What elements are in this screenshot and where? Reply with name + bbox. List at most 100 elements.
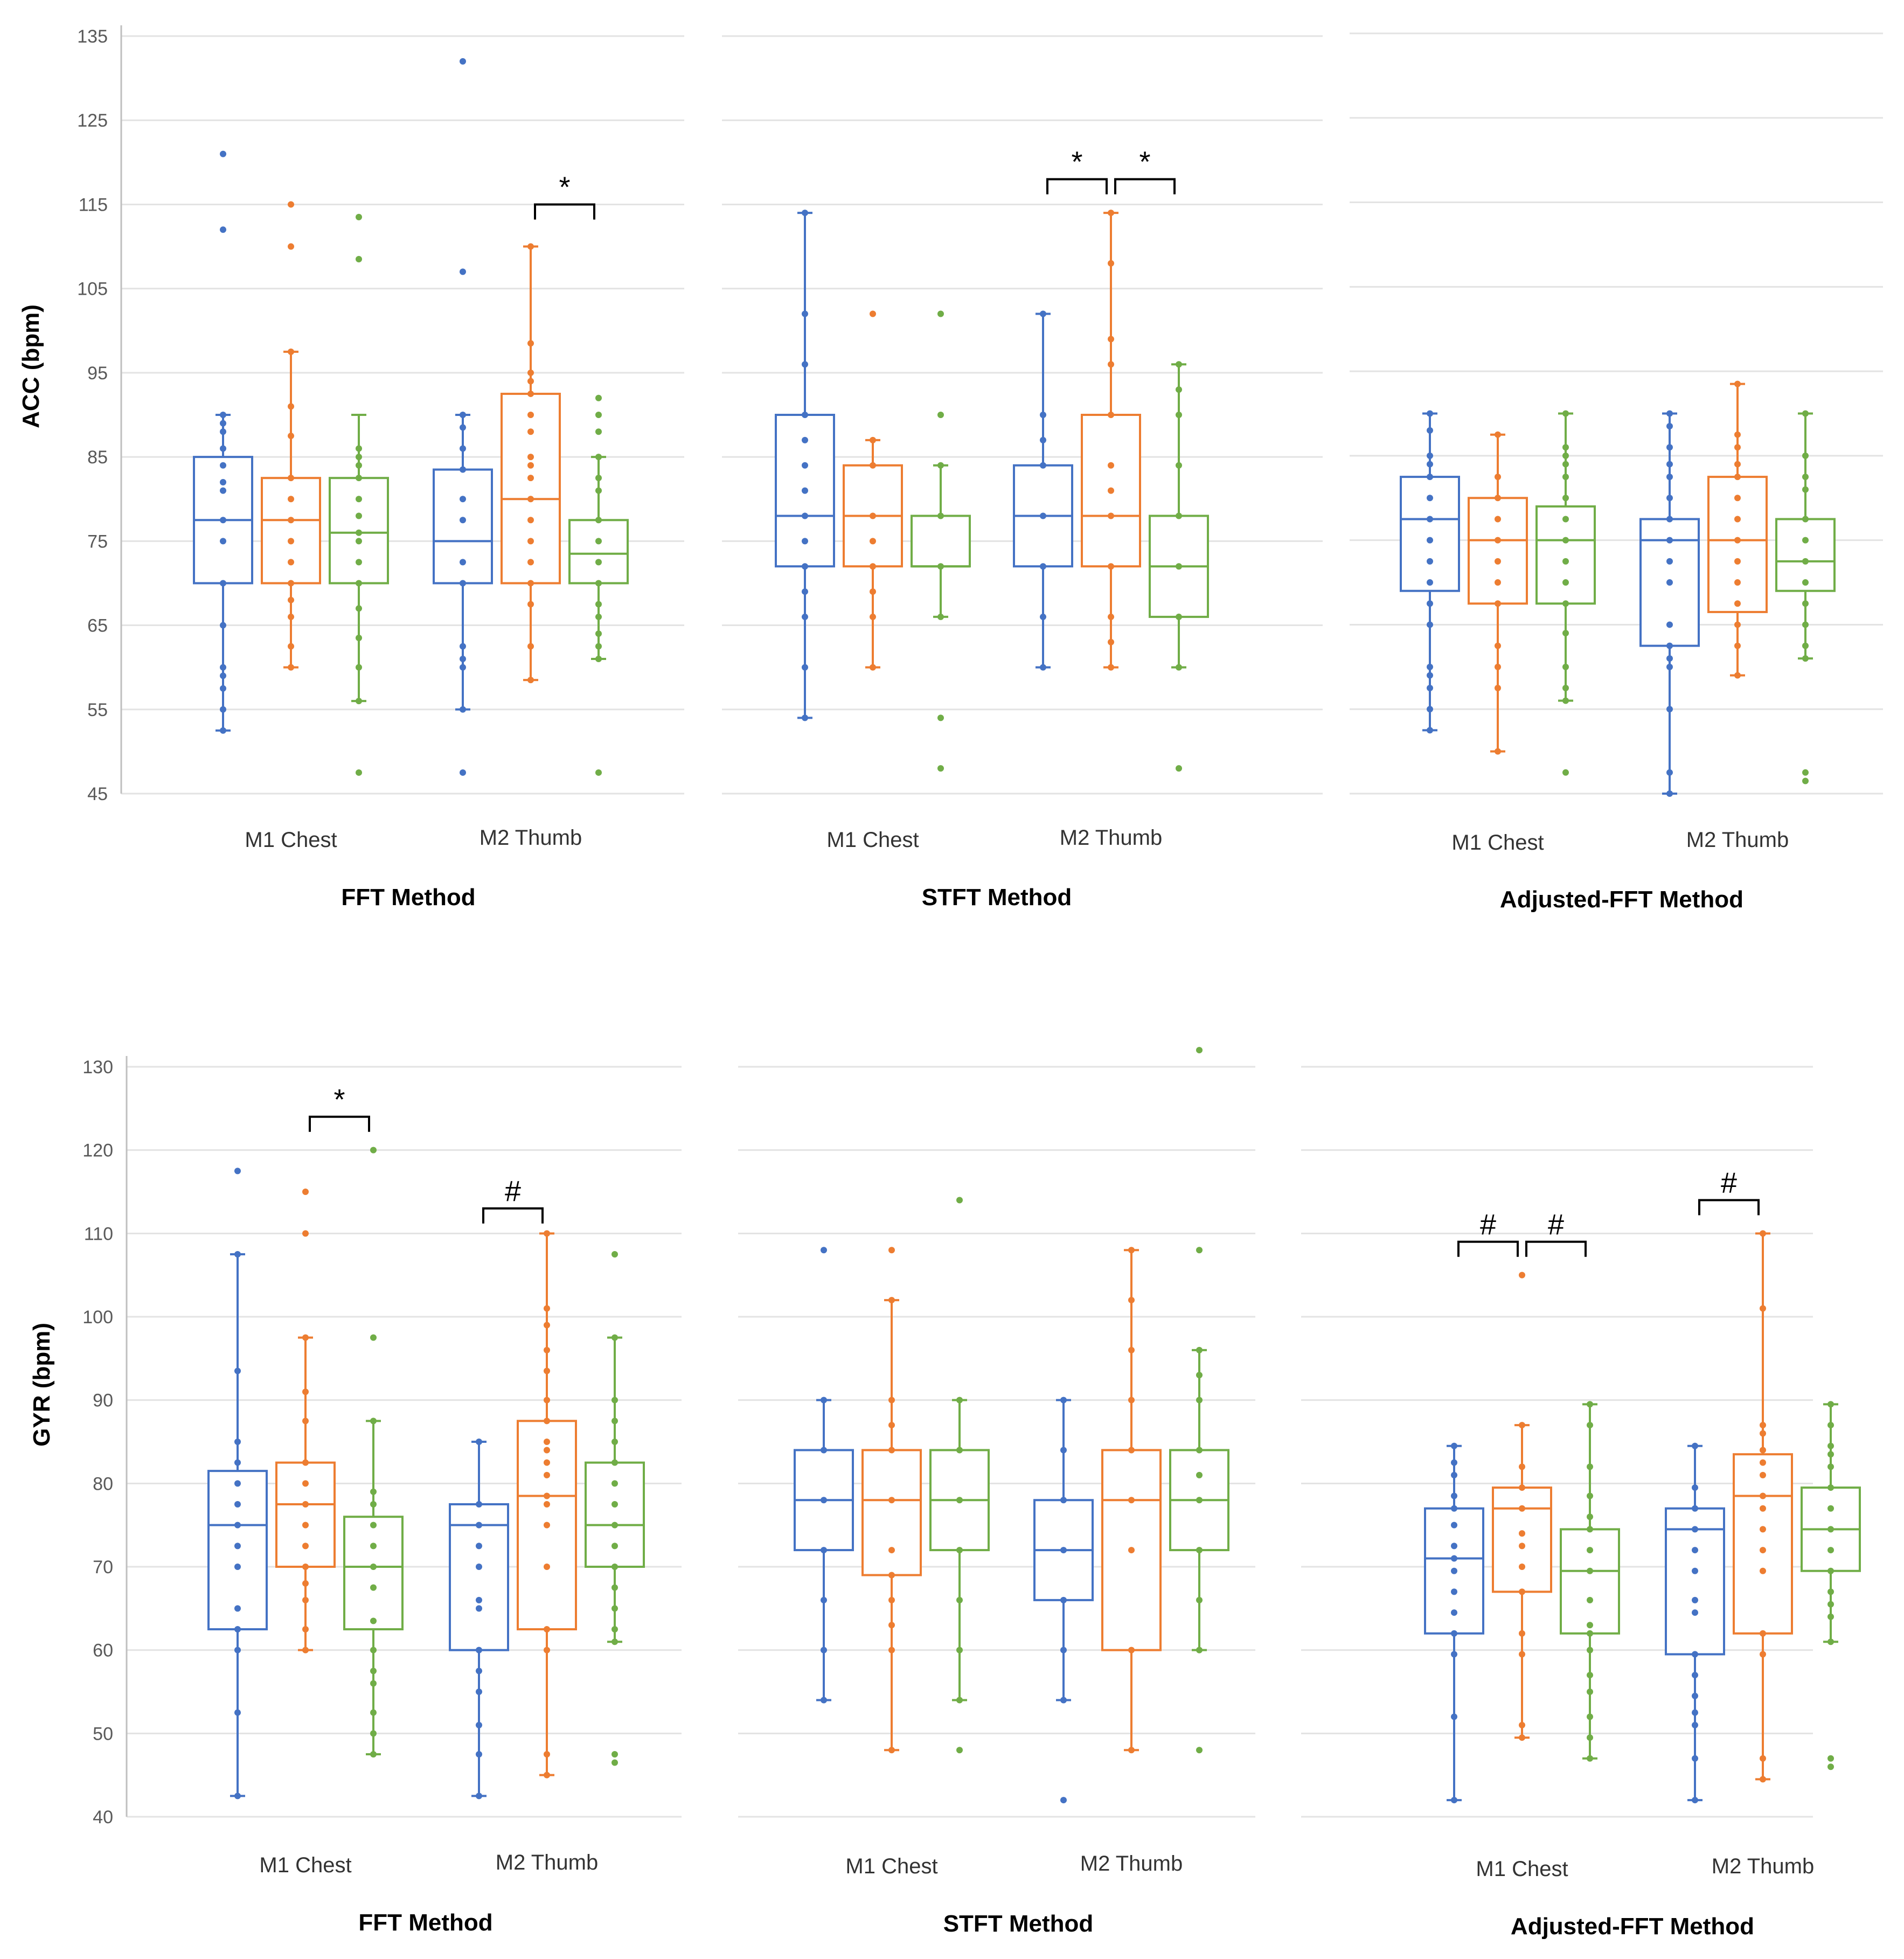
data-point: [476, 1564, 482, 1570]
data-point: [1666, 642, 1673, 649]
data-point: [1427, 579, 1433, 586]
data-point: [234, 1501, 241, 1508]
data-point: [870, 613, 876, 620]
outlier-point: [288, 243, 294, 250]
data-point: [1760, 1430, 1766, 1437]
data-point: [1427, 727, 1433, 734]
data-point: [1451, 1522, 1457, 1529]
data-point: [1587, 1755, 1593, 1762]
data-point: [1587, 1513, 1593, 1520]
data-point: [220, 428, 226, 435]
data-point: [1519, 1530, 1525, 1537]
data-point: [1519, 1422, 1525, 1429]
data-point: [1040, 512, 1046, 519]
data-point: [1108, 361, 1114, 368]
data-point: [1692, 1547, 1698, 1554]
data-point: [1451, 1492, 1457, 1499]
data-point: [460, 559, 466, 566]
data-point: [956, 1697, 963, 1704]
data-point: [1802, 537, 1809, 544]
data-point: [302, 1564, 309, 1570]
data-point: [544, 1501, 550, 1508]
data-point: [595, 454, 602, 461]
data-point: [1562, 685, 1569, 692]
data-point: [1196, 1372, 1203, 1379]
data-point: [888, 1447, 895, 1454]
data-point: [220, 478, 226, 485]
data-point: [1060, 1547, 1067, 1554]
data-point: [595, 428, 602, 435]
data-point: [370, 1488, 377, 1495]
data-point: [1666, 461, 1673, 468]
method-title: STFT Method: [943, 1911, 1094, 1937]
data-point: [1108, 260, 1114, 267]
data-point: [1060, 1497, 1067, 1504]
data-point: [544, 1397, 550, 1404]
data-point: [356, 496, 362, 503]
box: [343, 1516, 404, 1630]
data-point: [1587, 1672, 1593, 1679]
box: [1775, 518, 1836, 592]
data-point: [611, 1626, 618, 1632]
data-point: [544, 1522, 550, 1529]
data-point: [1495, 642, 1501, 649]
data-point: [460, 706, 466, 713]
data-point: [1734, 600, 1741, 607]
data-point: [595, 538, 602, 545]
data-point: [302, 1522, 309, 1529]
data-point: [1060, 1447, 1067, 1454]
data-point: [1176, 462, 1182, 469]
data-point: [802, 361, 808, 368]
data-point: [1760, 1567, 1766, 1574]
data-point: [870, 436, 876, 443]
data-point: [1587, 1463, 1593, 1470]
data-point: [302, 1647, 309, 1654]
data-point: [870, 462, 876, 469]
category-label: M2 Thumb: [496, 1851, 598, 1874]
data-point: [1562, 516, 1569, 523]
data-point: [1427, 672, 1433, 679]
significance-bracket: [1114, 178, 1176, 194]
data-point: [220, 706, 226, 713]
outlier-point: [937, 714, 944, 721]
data-point: [476, 1439, 482, 1445]
data-point: [544, 1367, 550, 1374]
data-point: [1760, 1651, 1766, 1658]
data-point: [1562, 410, 1569, 417]
data-point: [611, 1418, 618, 1425]
data-point: [1427, 452, 1433, 459]
data-point: [1519, 1505, 1525, 1512]
data-point: [802, 210, 808, 217]
data-point: [234, 1480, 241, 1487]
data-point: [1802, 474, 1809, 481]
data-point: [460, 517, 466, 524]
data-point: [1427, 706, 1433, 713]
y-tick-label: 110: [84, 1224, 113, 1244]
data-point: [821, 1547, 827, 1554]
data-point: [888, 1622, 895, 1629]
data-point: [888, 1647, 895, 1654]
data-point: [1495, 537, 1501, 544]
data-point: [1587, 1547, 1593, 1554]
box: [1492, 1486, 1552, 1593]
data-point: [956, 1547, 963, 1554]
data-point: [1451, 1567, 1457, 1574]
data-point: [1451, 1797, 1457, 1804]
data-point: [1176, 386, 1182, 393]
data-point: [888, 1397, 895, 1404]
data-point: [1802, 579, 1809, 586]
data-point: [220, 727, 226, 734]
outlier-point: [888, 1247, 895, 1254]
data-point: [1108, 487, 1114, 494]
data-point: [1427, 461, 1433, 468]
data-point: [1734, 672, 1741, 679]
panel-acc-fft: M1 Chest M2 Thumb FFT Method 45 55 65 75 85 9…: [77, 25, 684, 911]
data-point: [527, 454, 534, 461]
method-title: Adjusted-FFT Method: [1511, 1913, 1754, 1940]
data-point: [1519, 1463, 1525, 1470]
data-point: [1427, 537, 1433, 544]
data-point: [802, 588, 808, 595]
data-point: [234, 1564, 241, 1570]
data-point: [595, 475, 602, 482]
data-point: [611, 1397, 618, 1404]
